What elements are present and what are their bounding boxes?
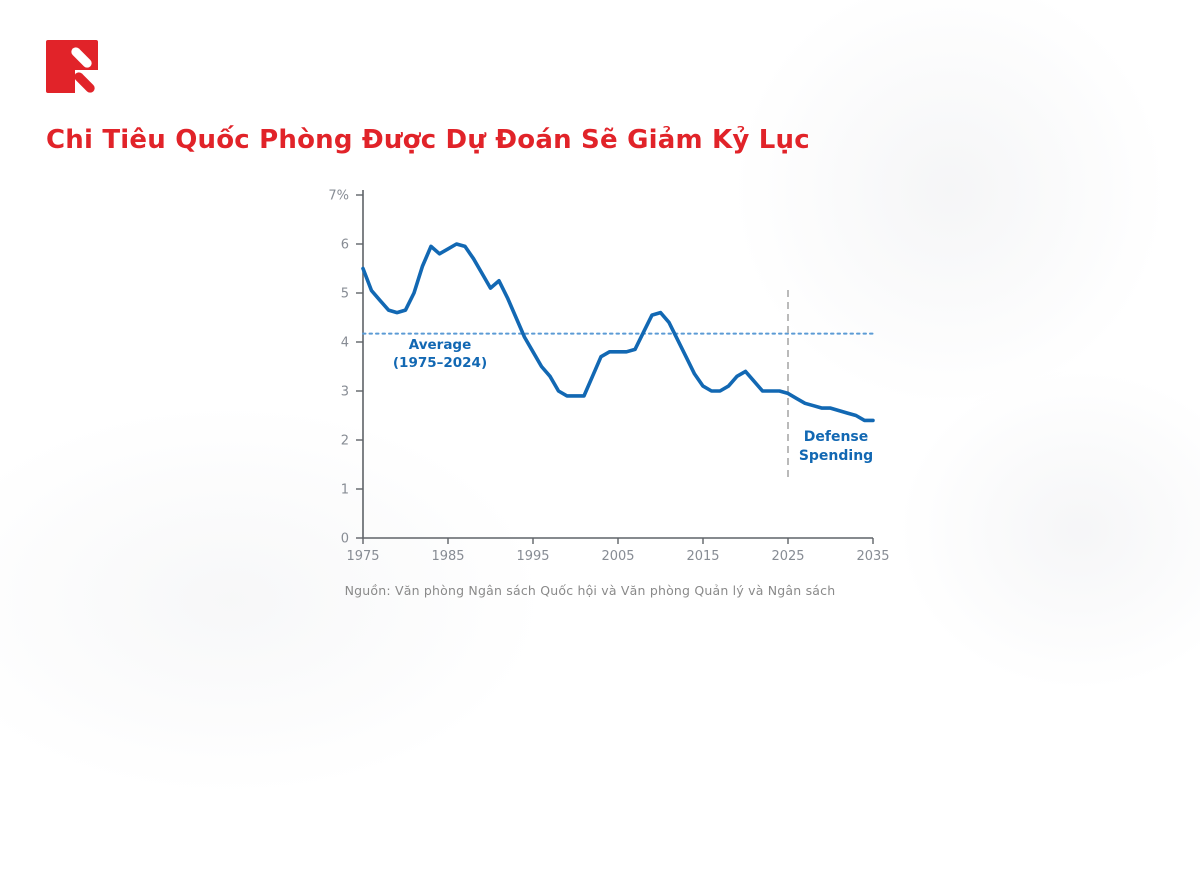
x-axis-tick-label: 2035: [856, 549, 889, 564]
y-axis-tick-label: 4: [341, 336, 349, 351]
y-axis-tick-label: 3: [341, 385, 349, 400]
average-sublabel: (1975–2024): [393, 355, 487, 371]
x-axis-tick-label: 2005: [601, 549, 634, 564]
source-note: Nguồn: Văn phòng Ngân sách Quốc hội và V…: [344, 583, 836, 598]
x-axis-tick-label: 2025: [771, 549, 804, 564]
y-axis-tick-label: 5: [341, 287, 349, 302]
y-axis-tick-label: 6: [341, 238, 349, 253]
x-axis-tick-label: 1995: [516, 549, 549, 564]
x-axis-tick-label: 2015: [686, 549, 719, 564]
y-axis-tick-label: 0: [341, 532, 349, 547]
y-axis-tick-label: 2: [341, 434, 349, 449]
x-axis-tick-label: 1985: [431, 549, 464, 564]
defense-spending-line: [361, 242, 875, 423]
y-axis-tick-label: 7%: [328, 189, 349, 204]
y-axis-tick-label: 1: [341, 483, 349, 498]
series-label-line1: Defense: [804, 429, 869, 445]
x-axis-tick-label: 1975: [346, 549, 379, 564]
defense-spending-chart: 0 1 2 3 4 5 6 7% 1975 1985 1995 2005 2015 2025 2035 Ave…: [328, 189, 889, 565]
series-label-line2: Spending: [799, 448, 873, 464]
brand-logo: [46, 40, 98, 95]
average-label: Average: [409, 337, 472, 353]
page-title: Chi Tiêu Quốc Phòng Được Dự Đoán Sẽ Giảm…: [46, 125, 810, 156]
